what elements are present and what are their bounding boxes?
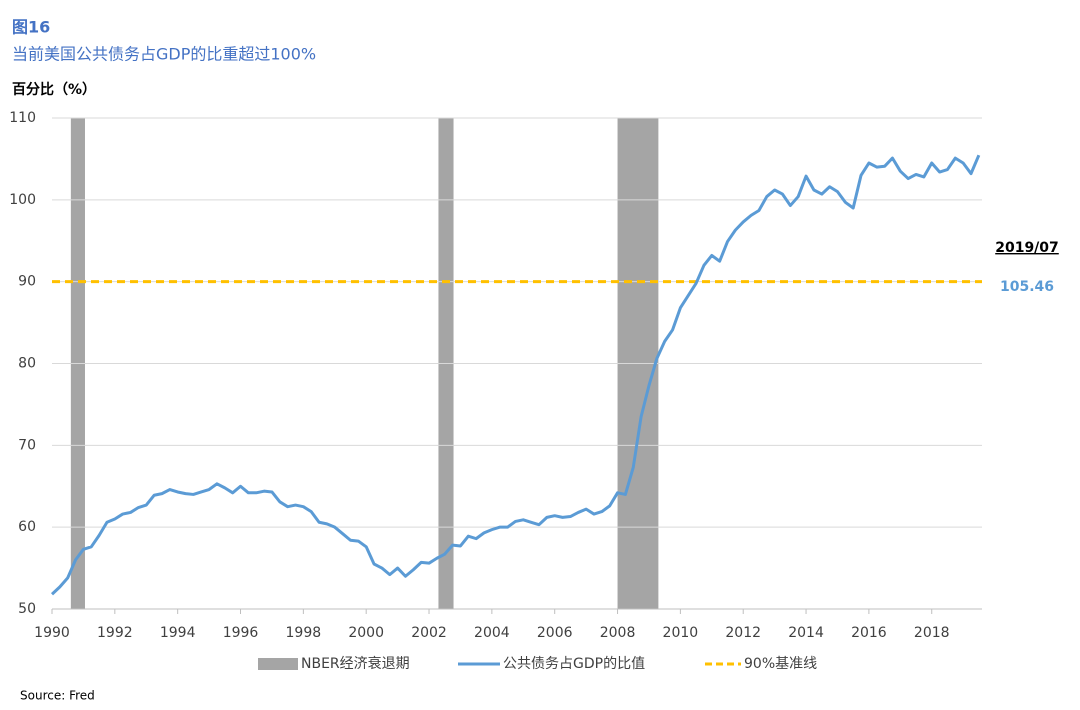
y-axis-label: 百分比（%）	[12, 81, 96, 98]
x-tick-label: 1994	[160, 625, 196, 641]
value-label: 105.46	[1000, 279, 1054, 295]
y-tick-label: 60	[18, 519, 36, 535]
x-tick-label: 2006	[537, 625, 573, 641]
annotation: 2019/07	[995, 240, 1059, 256]
source: Source: Fred	[20, 689, 95, 703]
legend-swatch	[258, 658, 298, 670]
x-tick-label: 1990	[34, 625, 70, 641]
x-tick-label: 2002	[411, 625, 447, 641]
x-tick-label: 2010	[663, 625, 699, 641]
x-tick-label: 1996	[223, 625, 259, 641]
legend-label: NBER经济衰退期	[301, 655, 410, 672]
y-tick-label: 90	[18, 274, 36, 290]
y-tick-label: 80	[18, 356, 36, 372]
x-tick-label: 2012	[725, 625, 761, 641]
x-tick-label: 2014	[788, 625, 824, 641]
y-tick-label: 110	[9, 110, 36, 126]
y-tick-label: 100	[9, 192, 36, 208]
y-tick-label: 70	[18, 437, 36, 453]
x-tick-label: 2016	[851, 625, 887, 641]
x-tick-label: 1998	[286, 625, 322, 641]
x-tick-label: 2004	[474, 625, 510, 641]
chart-subtitle: 当前美国公共债务占GDP的比重超过100%	[12, 45, 316, 64]
data-line	[50, 154, 981, 596]
chart-title: 图16	[12, 18, 50, 37]
legend-label: 公共债务占GDP的比值	[503, 656, 645, 672]
x-tick-label: 1992	[97, 625, 133, 641]
x-tick-label: 2008	[600, 625, 636, 641]
legend-label: 90%基准线	[744, 655, 817, 672]
x-tick-label: 2000	[348, 625, 384, 641]
x-tick-label: 2018	[914, 625, 950, 641]
y-tick-label: 50	[18, 601, 36, 617]
